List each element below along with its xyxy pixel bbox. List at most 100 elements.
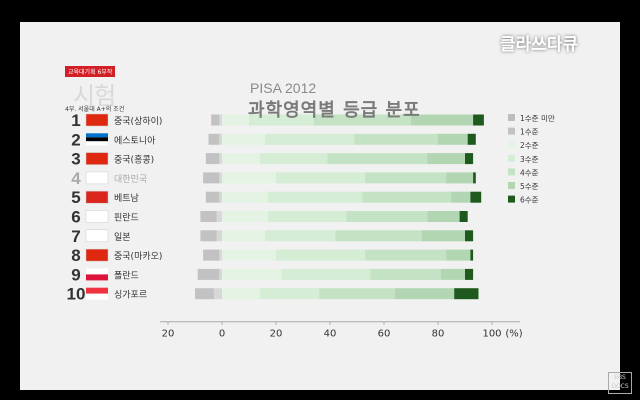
rank-label: 2: [71, 130, 80, 149]
bar-segment: [211, 114, 220, 126]
x-tick-label: 100: [482, 329, 501, 340]
x-tick-label: 20: [162, 329, 175, 340]
bar-segment: [354, 133, 438, 145]
episode-caption: 4부. 서울대 A+의 조건: [65, 106, 125, 113]
bar-segment: [219, 114, 222, 126]
bar-segment: [265, 133, 355, 145]
country-label: 중국(마카오): [114, 251, 162, 262]
x-tick-label: 60: [378, 329, 391, 340]
flag-icon: [86, 293, 108, 300]
bar-segment: [470, 191, 482, 203]
bar-segment: [267, 211, 347, 222]
legend-label: 2수준: [520, 141, 539, 150]
bar-segment: [394, 288, 455, 300]
bar-segment: [195, 288, 214, 300]
bar-segment: [470, 249, 474, 261]
bar-segment: [467, 133, 476, 145]
rank-label: 8: [71, 246, 80, 265]
rank-label: 7: [71, 227, 80, 246]
bar-segment: [222, 288, 260, 300]
bar-segment: [222, 230, 266, 242]
flag-icon: [85, 152, 109, 165]
flag-icon: [86, 133, 108, 138]
legend-swatch: [508, 141, 515, 149]
country-label: 일본: [114, 232, 131, 243]
bar-segment: [346, 211, 428, 222]
rank-label: 9: [71, 265, 80, 284]
chart-title: PISA 2012: [250, 80, 317, 96]
channel-logo: 클라쓰다큐: [500, 35, 579, 55]
bar-segment: [465, 230, 474, 242]
bar-segment: [197, 268, 220, 280]
ebs-mark-line2: DOCS: [611, 383, 629, 390]
bar-segment: [259, 288, 320, 300]
flag-icon: [86, 287, 108, 294]
bar-segment: [411, 114, 474, 126]
flag-icon: [86, 268, 108, 275]
legend-label: 4수준: [520, 168, 539, 177]
bar-segment: [440, 268, 465, 280]
bar-segment: [335, 230, 422, 242]
legend-swatch: [508, 114, 515, 121]
legend-label: 5수준: [520, 182, 539, 191]
x-tick-label: 20: [270, 329, 283, 340]
bar-segment: [454, 288, 479, 300]
bar-segment: [276, 172, 366, 184]
rank-label: 4: [71, 169, 81, 188]
bar-segment: [276, 249, 366, 261]
bar-segment: [222, 268, 282, 280]
bar-segment: [370, 268, 441, 280]
bar-segment: [438, 133, 468, 145]
bar-segment: [222, 133, 266, 145]
bar-segment: [446, 249, 471, 261]
bar-segment: [205, 153, 220, 165]
country-label: 중국(홍콩): [114, 154, 154, 166]
bar-segment: [222, 211, 268, 222]
bar-segment: [205, 191, 220, 203]
legend-swatch: [508, 195, 515, 203]
legend-label: 3수준: [520, 155, 539, 164]
bar-segment: [313, 114, 411, 126]
country-label: 에스토니아: [114, 135, 156, 146]
ebs-mark-line1: EBS: [614, 374, 626, 381]
ebs-docs-mark: EBS DOCS: [608, 372, 632, 394]
bar-segment: [249, 114, 314, 126]
bar-segment: [213, 288, 222, 300]
bar-segment: [219, 172, 222, 184]
bar-segment: [219, 133, 222, 145]
x-tick-label: 0: [219, 329, 225, 340]
bar-segment: [465, 153, 474, 165]
bar-segment: [208, 133, 220, 145]
x-axis-unit: (%): [505, 329, 522, 340]
bar-segment: [319, 288, 395, 300]
flag-icon: [86, 137, 108, 142]
bar-segment: [362, 191, 452, 203]
flag-icon: [85, 190, 109, 204]
legend-label: 1수준 미만: [520, 114, 555, 123]
rank-label: 10: [67, 285, 86, 304]
program-title: 시험: [73, 82, 116, 110]
legend-label: 6수준: [520, 196, 539, 205]
bar-segment: [219, 191, 222, 203]
bar-segment: [222, 172, 276, 184]
legend-label: 1수준: [520, 128, 539, 137]
flag-icon: [86, 141, 108, 146]
flag-icon: [85, 210, 109, 223]
bar-segment: [281, 268, 371, 280]
flag-icon: [86, 274, 108, 281]
bar-segment: [267, 191, 363, 203]
legend-swatch: [508, 154, 515, 162]
rank-label: 6: [71, 208, 80, 227]
bar-segment: [219, 153, 222, 165]
bar-segment: [222, 249, 276, 261]
bar-segment: [427, 153, 465, 165]
country-label: 대한민국: [114, 174, 147, 185]
flag-icon: [85, 171, 109, 185]
bar-segment: [259, 153, 328, 165]
bar-segment: [427, 211, 460, 222]
bar-segment: [219, 249, 222, 261]
rank-label: 1: [71, 111, 80, 130]
bar-segment: [327, 153, 428, 165]
x-tick-label: 80: [432, 329, 445, 340]
